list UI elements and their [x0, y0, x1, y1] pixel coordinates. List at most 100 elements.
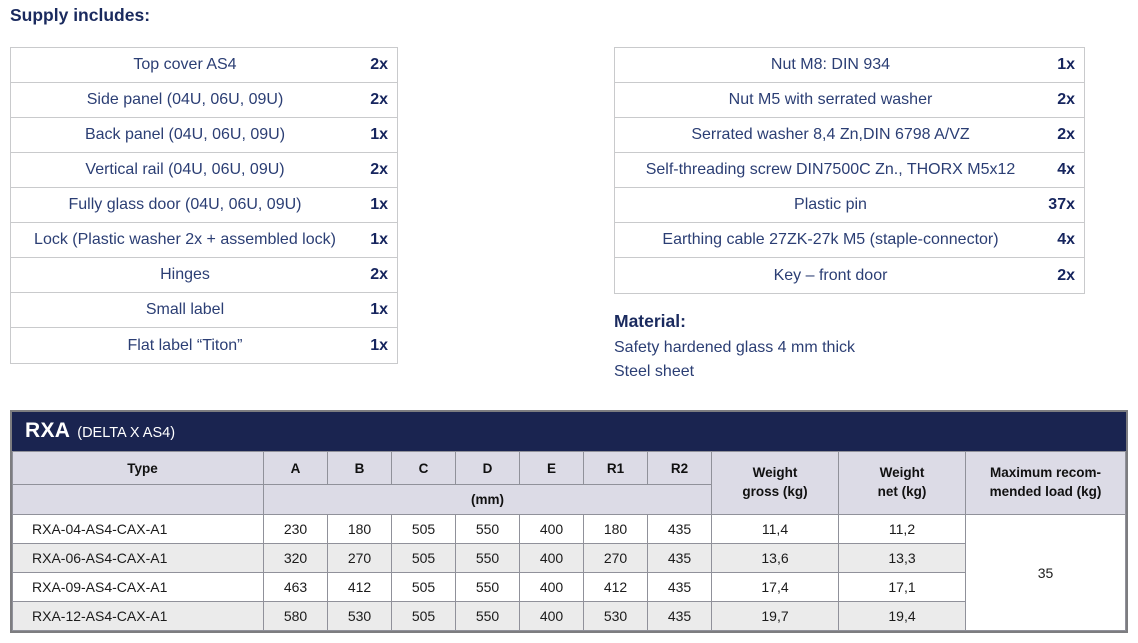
col-header-weight-gross: Weight gross (kg)	[711, 451, 839, 515]
cell-weight-gross: 17,4	[711, 572, 839, 602]
supply-item-label: Nut M8: DIN 934	[770, 56, 891, 73]
col-header-c: C	[391, 451, 456, 485]
table-row: RXA-12-AS4-CAX-A1 580 530 505 550 400 53…	[12, 601, 1126, 631]
table-row: RXA-09-AS4-CAX-A1 463 412 505 550 400 41…	[12, 572, 1126, 602]
material-section: Material: Safety hardened glass 4 mm thi…	[614, 311, 855, 384]
col-header-r1: R1	[583, 451, 648, 485]
supply-item-label: Small label	[145, 301, 225, 318]
supply-row: Nut M8: DIN 934 1x	[615, 48, 1084, 83]
supply-item-label: Self-threading screw DIN7500C Zn., THORX…	[645, 161, 1016, 178]
supply-item-qty: 2x	[370, 266, 388, 283]
col-header-weight-gross-line2: gross (kg)	[742, 484, 808, 499]
cell-weight-net: 17,1	[838, 572, 966, 602]
col-header-d: D	[455, 451, 520, 485]
supply-item-qty: 1x	[370, 126, 388, 143]
supply-item-qty: 1x	[370, 336, 388, 354]
cell-c: 505	[391, 572, 456, 602]
cell-weight-gross: 11,4	[711, 514, 839, 544]
rxa-header-row: Type A B C D E R1 R2 Weight gross (kg) W…	[12, 451, 1126, 515]
supply-item-label: Nut M5 with serrated washer	[728, 91, 933, 108]
supply-row: Earthing cable 27ZK-27k M5 (staple-conne…	[615, 223, 1084, 258]
table-row: RXA-04-AS4-CAX-A1 230 180 505 550 400 18…	[12, 514, 1126, 631]
cell-b: 530	[327, 601, 392, 631]
col-header-max-load: Maximum recom- mended load (kg)	[965, 451, 1126, 515]
supply-item-qty: 37x	[1048, 196, 1075, 213]
col-header-weight-net-line2: net (kg)	[877, 484, 927, 499]
cell-b: 270	[327, 543, 392, 573]
cell-d: 550	[455, 572, 520, 602]
cell-d: 550	[455, 514, 520, 544]
supply-item-qty: 1x	[370, 301, 388, 318]
cell-a: 320	[263, 543, 328, 573]
supply-item-qty: 1x	[370, 196, 388, 213]
supply-item-label: Earthing cable 27ZK-27k M5 (staple-conne…	[662, 231, 999, 248]
supply-row: Plastic pin 37x	[615, 188, 1084, 223]
col-header-weight-gross-line1: Weight	[752, 465, 798, 481]
supply-includes-heading: Supply includes:	[10, 5, 151, 25]
unit-label-mm: (mm)	[263, 484, 712, 515]
supply-row: Hinges 2x	[11, 258, 397, 293]
supply-row: Flat label “Titon” 1x	[11, 328, 397, 363]
supply-item-label: Hinges	[160, 266, 210, 283]
cell-r2: 435	[647, 514, 712, 544]
cell-b: 412	[327, 572, 392, 602]
cell-r1: 270	[583, 543, 648, 573]
cell-weight-gross: 13,6	[711, 543, 839, 573]
cell-c: 505	[391, 543, 456, 573]
cell-type: RXA-04-AS4-CAX-A1	[12, 514, 264, 544]
cell-r2: 435	[647, 543, 712, 573]
cell-weight-net: 19,4	[838, 601, 966, 631]
empty-type-subcell	[12, 484, 264, 515]
supply-item-qty: 2x	[370, 161, 388, 178]
rxa-table: Type A B C D E R1 R2 Weight gross (kg) W…	[12, 451, 1126, 631]
supply-row: Fully glass door (04U, 06U, 09U) 1x	[11, 188, 397, 223]
supply-item-label: Vertical rail (04U, 06U, 09U)	[85, 161, 285, 178]
col-header-max-load-line2: mended load (kg)	[989, 484, 1102, 499]
cell-c: 505	[391, 601, 456, 631]
rxa-title-bar: RXA (DELTA X AS4)	[12, 412, 1126, 451]
cell-d: 550	[455, 543, 520, 573]
col-header-e: E	[519, 451, 584, 485]
supply-row: Vertical rail (04U, 06U, 09U) 2x	[11, 153, 397, 188]
col-header-weight-net-line1: Weight	[879, 465, 925, 481]
supply-item-qty: 2x	[370, 56, 388, 73]
cell-r2: 435	[647, 572, 712, 602]
cell-a: 580	[263, 601, 328, 631]
supply-row: Serrated washer 8,4 Zn,DIN 6798 A/VZ 2x	[615, 118, 1084, 153]
cell-weight-net: 13,3	[838, 543, 966, 573]
supply-item-label: Plastic pin	[794, 196, 867, 213]
supply-row: Nut M5 with serrated washer 2x	[615, 83, 1084, 118]
cell-e: 400	[519, 514, 584, 544]
cell-c: 505	[391, 514, 456, 544]
rxa-subtitle: (DELTA X AS4)	[77, 425, 176, 441]
supply-item-label: Top cover AS4	[133, 56, 237, 73]
supply-item-label: Key – front door	[773, 266, 888, 284]
cell-e: 400	[519, 601, 584, 631]
supply-row: Self-threading screw DIN7500C Zn., THORX…	[615, 153, 1084, 188]
cell-max-load: 35	[965, 514, 1126, 631]
supply-item-qty: 4x	[1057, 161, 1075, 178]
supply-item-qty: 4x	[1057, 231, 1075, 248]
supply-row: Small label 1x	[11, 293, 397, 328]
supply-item-label: Flat label “Titon”	[127, 336, 243, 354]
col-header-r2: R2	[647, 451, 712, 485]
supply-row: Top cover AS4 2x	[11, 48, 397, 83]
col-header-weight-net: Weight net (kg)	[838, 451, 966, 515]
cell-r1: 530	[583, 601, 648, 631]
material-heading: Material:	[614, 311, 686, 331]
cell-a: 463	[263, 572, 328, 602]
cell-r1: 412	[583, 572, 648, 602]
supply-item-label: Side panel (04U, 06U, 09U)	[86, 91, 284, 108]
col-header-type: Type	[12, 451, 264, 485]
cell-r1: 180	[583, 514, 648, 544]
cell-type: RXA-06-AS4-CAX-A1	[12, 543, 264, 573]
material-line: Safety hardened glass 4 mm thick	[614, 339, 856, 356]
cell-a: 230	[263, 514, 328, 544]
supply-item-qty: 1x	[370, 231, 388, 248]
cell-r2: 435	[647, 601, 712, 631]
supply-row: Key – front door 2x	[615, 258, 1084, 293]
col-header-b: B	[327, 451, 392, 485]
supply-table-right: Nut M8: DIN 934 1x Nut M5 with serrated …	[614, 47, 1085, 294]
supply-item-label: Lock (Plastic washer 2x + assembled lock…	[34, 231, 336, 248]
supply-item-qty: 2x	[1057, 266, 1075, 284]
